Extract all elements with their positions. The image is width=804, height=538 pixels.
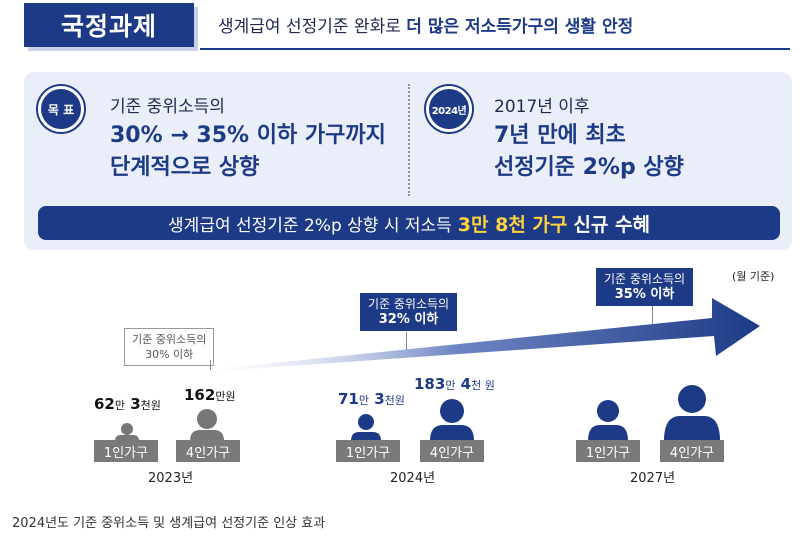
header-title: 생계급여 선정기준 완화로 더 많은 저소득가구의 생활 안정 — [218, 12, 633, 37]
unit-note: (월 기준) — [732, 270, 775, 283]
amount-2024-one-person: 71만 3천원 — [338, 390, 405, 408]
label-2024-one-person: 1인가구 — [336, 440, 400, 462]
label-2024-four-person: 4인가구 — [420, 440, 484, 462]
person-icon — [588, 400, 628, 441]
callout-2024: 기준 중위소득의 32% 이하 — [360, 293, 458, 331]
amount-2023-one-person: 62만 3천원 — [94, 395, 161, 413]
label-2027-one-person: 1인가구 — [576, 440, 640, 462]
callout-2027: 기준 중위소득의 35% 이하 — [596, 268, 694, 306]
year-2024-badge: 2024년 — [426, 86, 472, 132]
banner-highlight: 3만 8천 가구 — [457, 213, 568, 236]
callout-2023-line1: 기준 중위소득의 — [132, 333, 207, 346]
year-label-2024: 2024년 — [390, 471, 436, 486]
person-icon — [664, 385, 720, 441]
callout-2027-line2: 35% 이하 — [614, 287, 675, 302]
goal-line3: 단계적으로 상향 — [110, 155, 260, 180]
amount-2024-four-person: 183만 4천 원 — [414, 375, 495, 393]
label-2027-four-person: 4인가구 — [660, 440, 724, 462]
label-2023-one-person: 1인가구 — [94, 440, 158, 462]
year2024-line1: 2017년 이후 — [494, 97, 590, 117]
callout-2027-line1: 기준 중위소득의 — [604, 272, 686, 286]
person-icon — [190, 409, 224, 441]
goal-line2: 30% → 35% 이하 가구까지 — [110, 123, 386, 148]
callout-2024-line2: 32% 이하 — [378, 312, 439, 327]
year-label-2027: 2027년 — [630, 471, 676, 486]
label-2023-four-person: 4인가구 — [176, 440, 240, 462]
header-rule — [200, 48, 790, 50]
growth-arrow — [205, 298, 760, 372]
person-icon — [351, 414, 381, 441]
callout-2023: 기준 중위소득의 30% 이하 — [124, 328, 215, 366]
header-title-bold: 더 많은 저소득가구의 생활 안정 — [406, 17, 634, 37]
goal-line1: 기준 중위소득의 — [110, 97, 225, 117]
banner-plain: 생계급여 선정기준 2%p 상향 시 저소득 — [168, 215, 452, 236]
year2024-line3: 선정기준 2%p 상향 — [494, 155, 684, 180]
callout-2023-stem — [210, 360, 211, 370]
callout-2027-stem — [652, 306, 653, 324]
year-label-2023: 2023년 — [148, 471, 194, 486]
figure-caption: 2024년도 기준 중위소득 및 생계급여 선정기준 인상 효과 — [12, 516, 326, 531]
goal-badge: 목 표 — [38, 86, 84, 132]
header-title-plain: 생계급여 선정기준 완화로 — [218, 17, 407, 37]
person-icon — [115, 423, 139, 441]
callout-2023-line2: 30% 이하 — [145, 348, 194, 361]
header-badge: 국정과제 — [24, 3, 194, 47]
person-icon — [430, 399, 474, 441]
year2024-line2: 7년 만에 최초 — [494, 123, 626, 148]
callout-2024-stem — [406, 332, 407, 350]
callout-2024-line1: 기준 중위소득의 — [368, 297, 450, 311]
panel-divider — [408, 84, 410, 196]
banner-bold: 신규 수혜 — [573, 213, 650, 236]
benefit-banner: 생계급여 선정기준 2%p 상향 시 저소득 3만 8천 가구 신규 수혜 — [38, 206, 780, 240]
amount-2023-four-person: 162만원 — [184, 386, 236, 404]
